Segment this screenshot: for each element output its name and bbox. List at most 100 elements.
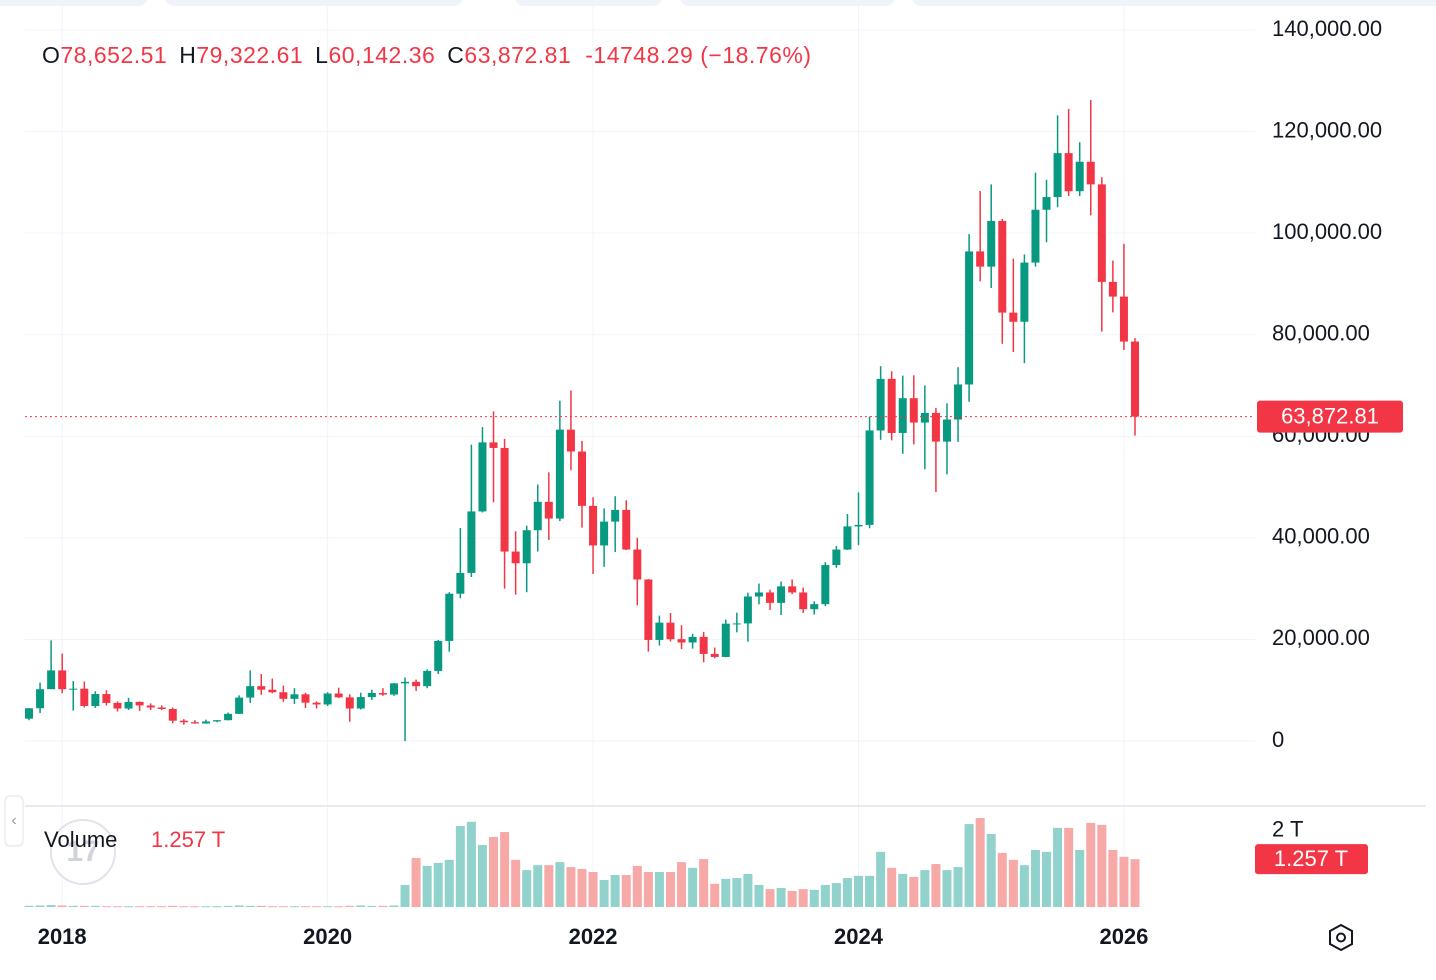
candle-body — [865, 430, 874, 525]
volume-bar — [334, 906, 344, 908]
collapse-handle[interactable] — [4, 795, 24, 847]
candle-body — [1053, 153, 1062, 198]
volume-bar — [1075, 849, 1085, 907]
tab[interactable] — [912, 0, 1436, 6]
y-tick-label: 20,000.00 — [1272, 625, 1370, 650]
volume-bar — [721, 878, 731, 907]
volume-bar — [754, 884, 764, 907]
candle-body — [965, 251, 974, 385]
volume-bar — [732, 878, 742, 907]
volume-bar — [278, 906, 288, 908]
candle-body — [47, 670, 56, 690]
volume-bar — [710, 883, 720, 907]
volume-bar — [920, 870, 930, 907]
candle-body — [1042, 197, 1051, 210]
candle-body — [887, 378, 896, 433]
candle-body — [998, 220, 1007, 313]
candle-body — [1086, 161, 1095, 185]
candle-body — [190, 722, 199, 724]
volume-bar — [566, 867, 576, 907]
volume-bar — [90, 905, 100, 907]
candle-body — [898, 398, 907, 433]
last-price-label: 63,872.81 — [1281, 403, 1379, 428]
candle-body — [1020, 262, 1029, 322]
candle-body — [633, 549, 642, 580]
volume-bar — [389, 905, 399, 907]
legend-value: 60,142.36 — [328, 42, 435, 68]
candle-body — [312, 702, 321, 705]
candle-body — [1097, 184, 1106, 282]
candle-body — [334, 693, 343, 698]
legend-value: 63,872.81 — [464, 42, 571, 68]
volume-bar — [223, 905, 233, 907]
volume-bar — [455, 825, 465, 907]
candle-body — [677, 639, 686, 643]
candle-body — [566, 429, 575, 452]
volume-bar — [964, 824, 974, 907]
candle-body — [323, 693, 332, 705]
volume-bar — [820, 884, 830, 907]
tab[interactable] — [165, 0, 463, 6]
volume-bar — [809, 889, 819, 907]
settings-icon[interactable] — [1329, 923, 1353, 952]
candle-body — [367, 693, 376, 698]
logo: 17 — [50, 819, 116, 885]
candle-body — [279, 692, 288, 699]
volume-bar — [599, 879, 609, 907]
volume-bar — [378, 905, 388, 907]
candle-body — [467, 511, 476, 573]
candle-body — [522, 530, 531, 564]
candle-body — [235, 697, 244, 714]
tab[interactable] — [0, 0, 148, 6]
volume-bar — [632, 865, 642, 907]
grid — [25, 0, 1255, 907]
candle-body — [578, 451, 586, 506]
volume-bar — [422, 865, 432, 907]
candle-body — [743, 596, 752, 624]
candle-body — [754, 592, 763, 597]
volume-bar — [1119, 856, 1129, 907]
volume-bar — [489, 837, 499, 907]
volume-bar — [865, 875, 875, 907]
candle-body — [301, 694, 310, 703]
collapse-icon: ‹ — [11, 812, 16, 829]
volume-bar — [433, 862, 443, 907]
volume-bar — [842, 878, 852, 907]
candle-body — [555, 429, 564, 519]
candle-body — [179, 720, 188, 723]
candle-body — [876, 378, 885, 431]
volume-bar — [1130, 859, 1140, 907]
candle-body — [25, 708, 33, 719]
volume-bar — [157, 906, 167, 908]
volume-bar — [411, 857, 421, 907]
tab[interactable] — [515, 0, 662, 6]
volume-bar — [301, 906, 310, 908]
volume-bar — [323, 906, 333, 908]
y-tick-label: 0 — [1272, 727, 1284, 752]
x-tick-label: 2026 — [1099, 924, 1148, 949]
candle-body — [655, 622, 664, 640]
y-tick-label: 80,000.00 — [1272, 321, 1370, 346]
candle-body — [666, 622, 675, 640]
volume-bar — [776, 887, 786, 907]
volume-bar — [511, 859, 521, 907]
volume-bar — [256, 905, 266, 907]
volume-bar — [1030, 849, 1040, 907]
volume-bar — [444, 859, 454, 907]
volume-tag-label: 1.257 T — [1274, 846, 1348, 871]
candle-body — [378, 693, 387, 695]
candle-body — [201, 721, 210, 724]
volume-bar — [688, 867, 698, 907]
candle-body — [777, 586, 786, 603]
candle-body — [766, 592, 775, 603]
volume-bar — [1042, 851, 1052, 907]
candle-body — [1031, 209, 1040, 263]
candle-body — [854, 524, 863, 527]
candle-body — [1075, 161, 1084, 192]
legend-label: C — [447, 42, 464, 68]
volume-bar — [854, 875, 863, 907]
volume-bar — [909, 876, 919, 907]
tab[interactable] — [680, 0, 895, 6]
legend-label: O — [42, 42, 60, 68]
candle-body — [909, 398, 918, 423]
